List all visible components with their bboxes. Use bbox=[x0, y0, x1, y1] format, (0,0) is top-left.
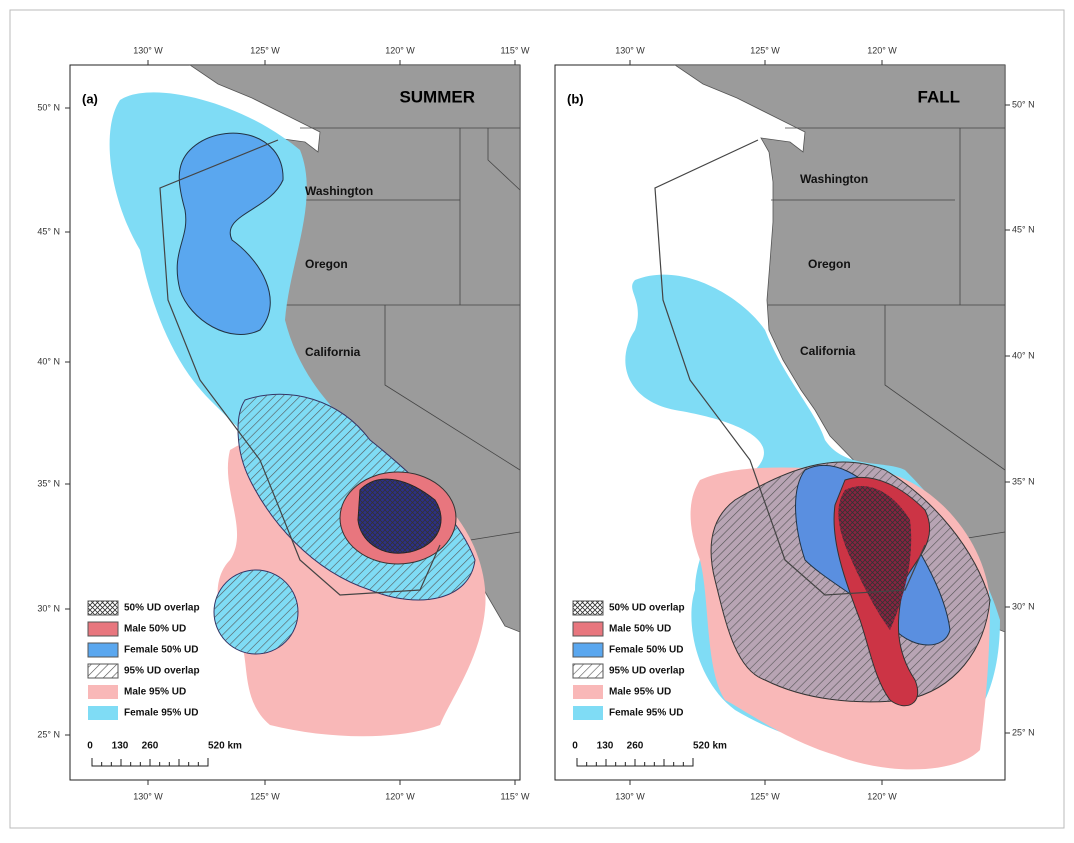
eez-boundary bbox=[654, 139, 926, 596]
panel-summer: (a) SUMMER 130° W 125° W 120° W 115° W 130° W 1… bbox=[37, 45, 530, 801]
legend-label: Female 50% UD bbox=[609, 645, 683, 656]
lat-label: 40° N bbox=[1012, 350, 1035, 360]
lat-label: 45° N bbox=[37, 226, 60, 236]
lon-label-bottom: 125° W bbox=[750, 791, 780, 801]
legend-label: Female 95% UD bbox=[609, 708, 683, 719]
season-title: FALL bbox=[918, 87, 961, 106]
state-label: California bbox=[800, 344, 856, 358]
legend-label: Female 95% UD bbox=[124, 708, 198, 719]
lon-label-bottom: 115° W bbox=[501, 791, 530, 801]
lon-label-top: 130° W bbox=[615, 45, 645, 55]
legend-label: Male 95% UD bbox=[609, 687, 671, 698]
legend-swatch bbox=[573, 685, 603, 699]
lat-label: 50° N bbox=[37, 102, 60, 112]
legend-label: Female 50% UD bbox=[124, 645, 198, 656]
lon-label-top: 125° W bbox=[250, 45, 280, 55]
lat-label: 40° N bbox=[37, 356, 60, 366]
legend-swatch bbox=[572, 621, 604, 637]
lon-label-bottom: 120° W bbox=[385, 791, 415, 801]
scale-label: 260 bbox=[627, 741, 644, 752]
panel-fall: (b) FALL 130° W 125° W 120° W 130° W 125° W 120… bbox=[554, 45, 1035, 801]
scale-label: 520 km bbox=[208, 741, 242, 752]
scale-label: 260 bbox=[142, 741, 159, 752]
lat-label: 30° N bbox=[1012, 601, 1035, 611]
legend-swatch-texture bbox=[87, 600, 119, 616]
state-label: Washington bbox=[800, 172, 868, 186]
female-50-ud bbox=[176, 132, 284, 335]
panel-label: (b) bbox=[567, 91, 584, 106]
legend-label: Male 50% UD bbox=[609, 624, 671, 635]
panel-label: (a) bbox=[82, 91, 98, 106]
legend-swatch bbox=[572, 642, 604, 658]
lat-label: 35° N bbox=[1012, 476, 1035, 486]
lat-label: 30° N bbox=[37, 603, 60, 613]
eez-boundary bbox=[159, 139, 441, 596]
lat-label: 50° N bbox=[1012, 99, 1035, 109]
lat-label: 25° N bbox=[37, 729, 60, 739]
legend-swatch bbox=[88, 706, 118, 720]
legend-label: Male 50% UD bbox=[124, 624, 186, 635]
legend-label: 95% UD overlap bbox=[124, 666, 200, 677]
lon-label-bottom: 130° W bbox=[615, 791, 645, 801]
state-borders bbox=[768, 127, 1005, 543]
lat-label: 45° N bbox=[1012, 224, 1035, 234]
lon-label-top: 115° W bbox=[501, 45, 530, 55]
overlap-95-patch bbox=[214, 570, 298, 654]
scale-label: 130 bbox=[597, 741, 614, 752]
legend-swatch-texture bbox=[572, 600, 604, 616]
legend-label: 50% UD overlap bbox=[609, 603, 685, 614]
state-label: Washington bbox=[305, 184, 373, 198]
legend-swatch-texture bbox=[572, 663, 604, 679]
lon-label-top: 125° W bbox=[750, 45, 780, 55]
lat-label: 35° N bbox=[37, 478, 60, 488]
legend-swatch bbox=[88, 685, 118, 699]
scale-label: 130 bbox=[112, 741, 129, 752]
legend-label: 95% UD overlap bbox=[609, 666, 685, 677]
lon-label-bottom: 125° W bbox=[250, 791, 280, 801]
lon-label-bottom: 130° W bbox=[133, 791, 163, 801]
state-label: California bbox=[305, 345, 361, 359]
legend-label: Male 95% UD bbox=[124, 687, 186, 698]
lon-label-bottom: 120° W bbox=[867, 791, 897, 801]
legend-label: 50% UD overlap bbox=[124, 603, 200, 614]
lon-label-top: 120° W bbox=[867, 45, 897, 55]
legend-swatch bbox=[87, 621, 119, 637]
legend-swatch-texture bbox=[87, 663, 119, 679]
scale-label: 0 bbox=[572, 741, 578, 752]
legend-swatch bbox=[87, 642, 119, 658]
season-title: SUMMER bbox=[399, 87, 475, 106]
lon-label-top: 120° W bbox=[385, 45, 415, 55]
lat-label: 25° N bbox=[1012, 727, 1035, 737]
state-borders bbox=[283, 127, 520, 543]
overlap-50-ud-texture bbox=[358, 479, 442, 554]
state-label: Oregon bbox=[808, 257, 851, 271]
state-label: Oregon bbox=[305, 257, 348, 271]
legend-swatch bbox=[573, 706, 603, 720]
scale-label: 0 bbox=[87, 741, 93, 752]
overlap-50-ud-texture bbox=[838, 486, 912, 630]
scale-label: 520 km bbox=[693, 741, 727, 752]
lon-label-top: 130° W bbox=[133, 45, 163, 55]
